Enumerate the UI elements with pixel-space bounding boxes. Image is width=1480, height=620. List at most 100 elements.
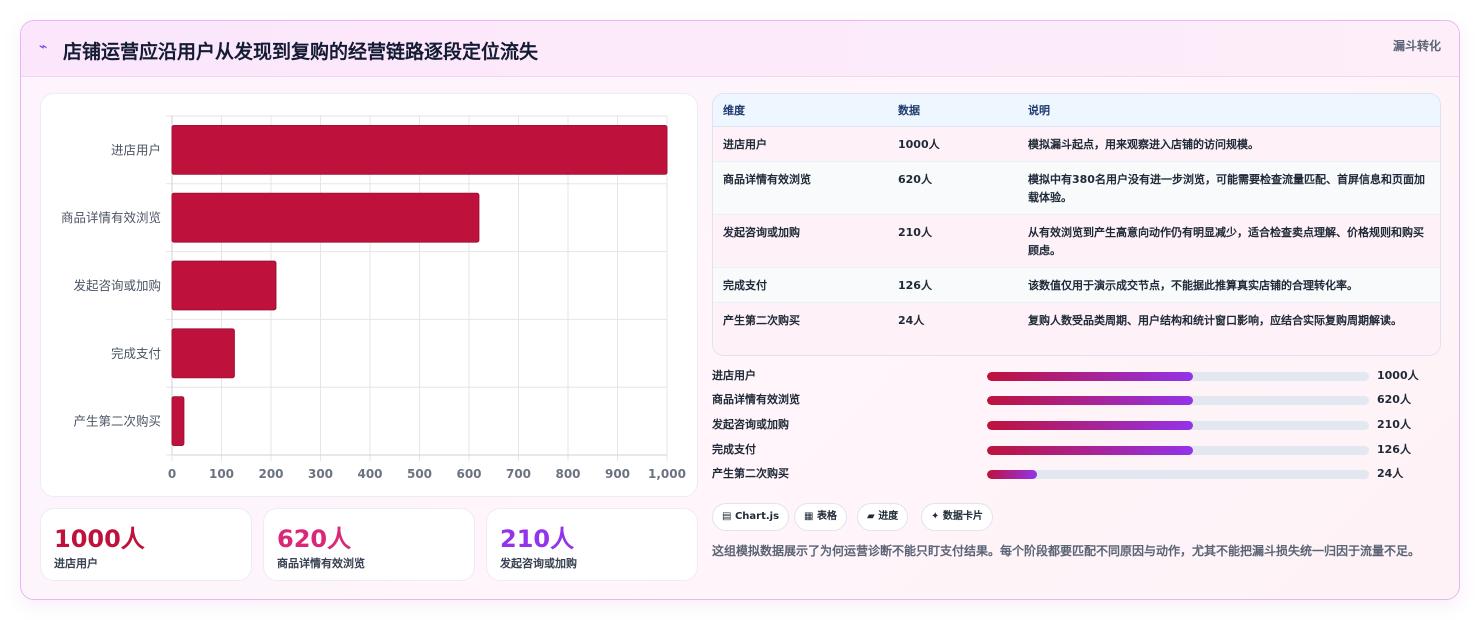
progress-label: 产生第二次购买 [712, 467, 789, 480]
progress-row: 进店用户 1000人 [712, 365, 1439, 387]
table-cell: 210人 [888, 214, 1018, 268]
chip-label: 进度 [878, 511, 899, 522]
funnel-bar-chart: 0 100 200 300 400 500 600 700 800 900 1,000 进店用户商品详… [40, 93, 698, 497]
progress-fill [987, 396, 1194, 405]
progress-fill [987, 446, 1194, 455]
stat-card: 620人 商品详情有效浏览 [263, 508, 475, 581]
summary-note: 这组模拟数据展示了为何运营诊断不能只盯支付结果。每个阶段都要匹配不同原因与动作，… [712, 544, 1421, 558]
category-tag: 漏斗转化 [1392, 39, 1441, 53]
stat-label: 进店用户 [54, 557, 98, 570]
table-cell: 产生第二次购买 [713, 302, 888, 355]
bar [171, 192, 480, 243]
table-cell: 进店用户 [713, 126, 888, 162]
sparkle-icon: ✦ [931, 511, 940, 522]
x-tick-label: 800 [555, 467, 580, 481]
table-cell: 模拟漏斗起点，用来观察进入店铺的访问规模。 [1018, 126, 1440, 162]
progress-label: 完成支付 [712, 443, 756, 456]
funnel-table: 维度 数据 说明 进店用户 1000人 模拟漏斗起点，用来观察进入店铺的访问规模… [712, 93, 1441, 356]
stat-card: 210人 发起咨询或加购 [486, 508, 698, 581]
chart-icon: ▤ [722, 511, 732, 522]
y-tick-label: 商品详情有效浏览 [61, 210, 161, 225]
bar [171, 396, 185, 447]
x-tick-label: 600 [456, 467, 481, 481]
table-row: 进店用户 1000人 模拟漏斗起点，用来观察进入店铺的访问规模。 [713, 126, 1440, 162]
x-tick-label: 100 [209, 467, 234, 481]
table-cell: 发起咨询或加购 [713, 214, 888, 268]
column-header: 数据 [888, 94, 1018, 127]
progress-track [987, 470, 1369, 479]
progress-value: 1000人 [1377, 369, 1419, 382]
x-tick-label: 300 [308, 467, 333, 481]
column-header: 说明 [1018, 94, 1440, 127]
progress-fill [987, 470, 1037, 479]
progress-value: 24人 [1377, 467, 1404, 480]
x-tick-label: 400 [357, 467, 382, 481]
chip-data-card[interactable]: ✦ 数据卡片 [921, 503, 993, 531]
x-tick-label: 200 [258, 467, 283, 481]
table-cell: 620人 [888, 161, 1018, 215]
table-row: 完成支付 126人 该数值仅用于演示成交节点，不能据此推算真实店铺的合理转化率。 [713, 267, 1440, 303]
progress-label: 商品详情有效浏览 [712, 393, 800, 406]
table-cell: 完成支付 [713, 267, 888, 303]
chip-progress[interactable]: ▰ 进度 [857, 503, 909, 531]
chip-table[interactable]: ▦ 表格 [794, 503, 847, 531]
progress-list: 进店用户 1000人 商品详情有效浏览 620人 发起咨询或加购 210人 完成… [712, 365, 1439, 485]
x-tick-label: 1,000 [648, 467, 686, 481]
progress-value: 126人 [1377, 443, 1411, 456]
progress-fill [987, 372, 1194, 381]
progress-track [987, 372, 1369, 381]
table-row: 发起咨询或加购 210人 从有效浏览到产生高意向动作仍有明显减少，适合检查卖点理… [713, 214, 1440, 268]
table-row: 商品详情有效浏览 620人 模拟中有380名用户没有进一步浏览，可能需要检查流量… [713, 161, 1440, 215]
progress-value: 620人 [1377, 393, 1411, 406]
card-header: ⌁ 店铺运营应沿用户从发现到复购的经营链路逐段定位流失 漏斗转化 [21, 21, 1459, 77]
progress-row: 产生第二次购买 24人 [712, 463, 1439, 485]
table-cell: 1000人 [888, 126, 1018, 162]
stat-label: 发起咨询或加购 [500, 557, 577, 570]
progress-label: 进店用户 [712, 369, 756, 382]
chip-label: 表格 [816, 511, 837, 522]
y-tick-label: 产生第二次购买 [73, 414, 161, 429]
stat-value: 620人 [277, 525, 352, 553]
table-cell: 该数值仅用于演示成交节点，不能据此推算真实店铺的合理转化率。 [1018, 267, 1440, 303]
progress-fill [987, 421, 1194, 430]
x-tick-label: 700 [506, 467, 531, 481]
progress-track [987, 446, 1369, 455]
chip-chartjs[interactable]: ▤ Chart.js [712, 503, 790, 531]
y-tick-label: 完成支付 [111, 346, 161, 361]
table-cell: 复购人数受品类周期、用户结构和统计窗口影响，应结合实际复购周期解读。 [1018, 302, 1440, 355]
pulse-icon: ⌁ [39, 39, 48, 55]
table-cell: 模拟中有380名用户没有进一步浏览，可能需要检查流量匹配、首屏信息和页面加载体验… [1018, 161, 1440, 215]
progress-row: 发起咨询或加购 210人 [712, 414, 1439, 436]
stat-value: 1000人 [54, 525, 145, 553]
bar [171, 124, 668, 175]
progress-value: 210人 [1377, 418, 1411, 431]
progress-row: 完成支付 126人 [712, 439, 1439, 461]
table-cell: 24人 [888, 302, 1018, 355]
chip-label: Chart.js [734, 511, 780, 522]
chip-label: 数据卡片 [942, 511, 983, 522]
x-tick-label: 900 [605, 467, 630, 481]
y-tick-label: 发起咨询或加购 [73, 278, 161, 293]
table-header-row: 维度 数据 说明 [713, 94, 1440, 127]
bar [171, 260, 277, 311]
data-table: 维度 数据 说明 进店用户 1000人 模拟漏斗起点，用来观察进入店铺的访问规模… [713, 94, 1440, 355]
bar [171, 328, 235, 379]
stat-value: 210人 [500, 525, 575, 553]
table-cell: 126人 [888, 267, 1018, 303]
table-icon: ▦ [804, 511, 814, 522]
progress-row: 商品详情有效浏览 620人 [712, 389, 1439, 411]
stat-card: 1000人 进店用户 [40, 508, 252, 581]
table-cell: 商品详情有效浏览 [713, 161, 888, 215]
progress-icon: ▰ [867, 511, 875, 522]
progress-track [987, 421, 1369, 430]
progress-track [987, 396, 1369, 405]
chart-canvas: 0 100 200 300 400 500 600 700 800 900 1,000 进店用户商品详… [61, 115, 686, 481]
progress-label: 发起咨询或加购 [712, 418, 789, 431]
x-tick-label: 500 [407, 467, 432, 481]
y-tick-label: 进店用户 [111, 142, 161, 157]
page-title: 店铺运营应沿用户从发现到复购的经营链路逐段定位流失 [63, 41, 539, 63]
x-tick-label: 0 [168, 467, 176, 481]
table-cell: 从有效浏览到产生高意向动作仍有明显减少，适合检查卖点理解、价格规则和购买顾虑。 [1018, 214, 1440, 268]
stat-label: 商品详情有效浏览 [277, 557, 365, 570]
funnel-card: ⌁ 店铺运营应沿用户从发现到复购的经营链路逐段定位流失 漏斗转化 0 100 200… [20, 20, 1460, 600]
